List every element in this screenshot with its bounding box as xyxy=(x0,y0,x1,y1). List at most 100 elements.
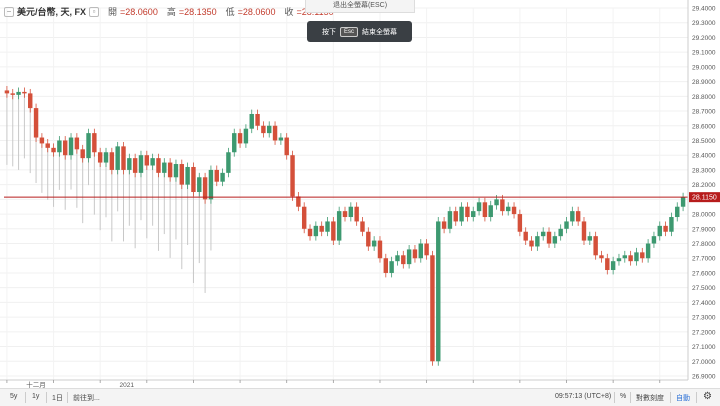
high-label: 高 xyxy=(166,7,176,17)
candle-body xyxy=(342,211,348,218)
candle-body xyxy=(418,243,423,259)
candle-body xyxy=(430,255,435,362)
candle-body xyxy=(267,125,272,134)
close-label: 收 xyxy=(284,7,294,17)
current-price-label: 28.1150 xyxy=(692,195,717,202)
candle-body xyxy=(86,133,91,159)
candle-body xyxy=(348,206,354,218)
candle-body xyxy=(261,125,266,134)
price-tick-label: 27.5000 xyxy=(692,285,716,292)
candle-body xyxy=(249,113,254,129)
candle-body xyxy=(325,221,330,232)
candle-body xyxy=(138,155,144,173)
candle-body xyxy=(645,243,651,259)
candle-body xyxy=(232,133,237,153)
candle-body xyxy=(319,225,324,232)
symbol-name: 美元/台幣, 天, FX xyxy=(17,7,87,17)
candle-body xyxy=(505,206,511,212)
candle-body xyxy=(546,231,552,244)
price-tick-label: 29.2000 xyxy=(692,35,716,42)
candle-body xyxy=(28,93,33,109)
price-tick-label: 28.2000 xyxy=(692,182,716,189)
range-5y-button[interactable]: 5y xyxy=(10,393,18,400)
candle-body xyxy=(610,261,616,271)
candle-body xyxy=(57,140,62,153)
candle-body xyxy=(51,147,56,153)
low-label: 低 xyxy=(225,7,235,17)
high-value: =28.1350 xyxy=(178,6,217,17)
candle-body xyxy=(535,236,540,247)
candle-body xyxy=(10,93,15,95)
candle-body xyxy=(540,231,546,237)
candle-body xyxy=(465,206,470,218)
gear-icon[interactable]: ⚙ xyxy=(703,391,712,402)
candle-body xyxy=(523,231,528,241)
candle-body xyxy=(605,258,610,271)
price-tick-label: 29.4000 xyxy=(692,6,716,13)
candle-body xyxy=(307,228,313,237)
price-tick-label: 28.0000 xyxy=(692,212,716,219)
candle-body xyxy=(68,137,74,156)
price-axis: 29.4000 29.3000 29.2000 29.1000 29.0000 28.90… xyxy=(692,6,716,381)
candle-body xyxy=(517,214,523,232)
esc-hint-banner: 按下 Esc 結束全螢幕 xyxy=(307,21,412,42)
price-tick-label: 28.9000 xyxy=(692,79,716,86)
price-tick-label: 27.1000 xyxy=(692,344,716,351)
price-tick-label: 27.2000 xyxy=(692,329,716,336)
range-1d-button[interactable]: 1日 xyxy=(52,395,63,402)
log-scale-toggle[interactable]: 對數刻度 xyxy=(636,395,664,402)
candle-body xyxy=(622,255,628,259)
price-tick-label: 27.6000 xyxy=(692,270,716,277)
clock-readout: 09:57:13 (UTC+8) xyxy=(555,393,612,400)
candle-body xyxy=(488,205,493,218)
candle-body xyxy=(395,255,400,262)
exit-fullscreen-button[interactable]: 退出全螢幕(ESC) xyxy=(305,0,415,13)
candle-body xyxy=(424,243,429,256)
candle-body xyxy=(313,225,319,237)
candle-body xyxy=(80,149,85,159)
candle-body xyxy=(634,252,639,262)
price-tick-label: 28.3000 xyxy=(692,167,716,174)
candle-body xyxy=(471,211,476,218)
range-1y-button[interactable]: 1y xyxy=(32,393,40,400)
candle-body xyxy=(173,164,179,178)
candle-body xyxy=(144,155,150,166)
candle-body xyxy=(284,137,289,156)
candle-body xyxy=(150,158,155,166)
candle-body xyxy=(4,90,10,94)
candle-body xyxy=(92,133,97,153)
candle-body xyxy=(62,140,68,156)
price-tick-label: 28.4000 xyxy=(692,153,716,160)
candle-body xyxy=(500,199,505,212)
price-chart[interactable]: 29.4000 29.3000 29.2000 29.1000 29.0000 28.90… xyxy=(0,0,720,388)
candle-body xyxy=(529,240,534,247)
candle-body xyxy=(197,177,202,192)
candle-body xyxy=(296,196,301,207)
candle-body xyxy=(675,206,680,218)
candle-body xyxy=(366,231,371,247)
symbol-legend: − 美元/台幣, 天, FX ▫ 開 =28.0600 高 =28.1350 低 =2… xyxy=(4,5,334,18)
candle-body xyxy=(651,236,657,244)
candle-body xyxy=(301,206,307,229)
settings-small-icon[interactable]: ▫ xyxy=(89,6,100,17)
candle-body xyxy=(412,249,418,259)
candle-body xyxy=(453,211,458,222)
esc-press-text: 按下 xyxy=(321,28,336,36)
price-tick-label: 28.7000 xyxy=(692,109,716,116)
collapse-icon[interactable]: − xyxy=(4,6,14,17)
candle-body xyxy=(663,225,668,232)
candle-body xyxy=(226,152,231,173)
candle-body xyxy=(494,199,499,206)
candle-body xyxy=(401,255,406,265)
auto-scale-toggle[interactable]: 自動 xyxy=(676,395,690,402)
percent-toggle[interactable]: % xyxy=(620,393,627,400)
goto-date-button[interactable]: 前往到... xyxy=(73,395,100,402)
candle-body xyxy=(115,146,120,170)
candle-body xyxy=(109,152,115,170)
candle-body xyxy=(570,211,575,222)
candle-body xyxy=(616,258,622,262)
candle-body xyxy=(16,91,21,95)
time-axis: 十二月 2021 xyxy=(6,380,661,388)
candle-body xyxy=(185,166,190,185)
candle-body xyxy=(290,155,295,197)
